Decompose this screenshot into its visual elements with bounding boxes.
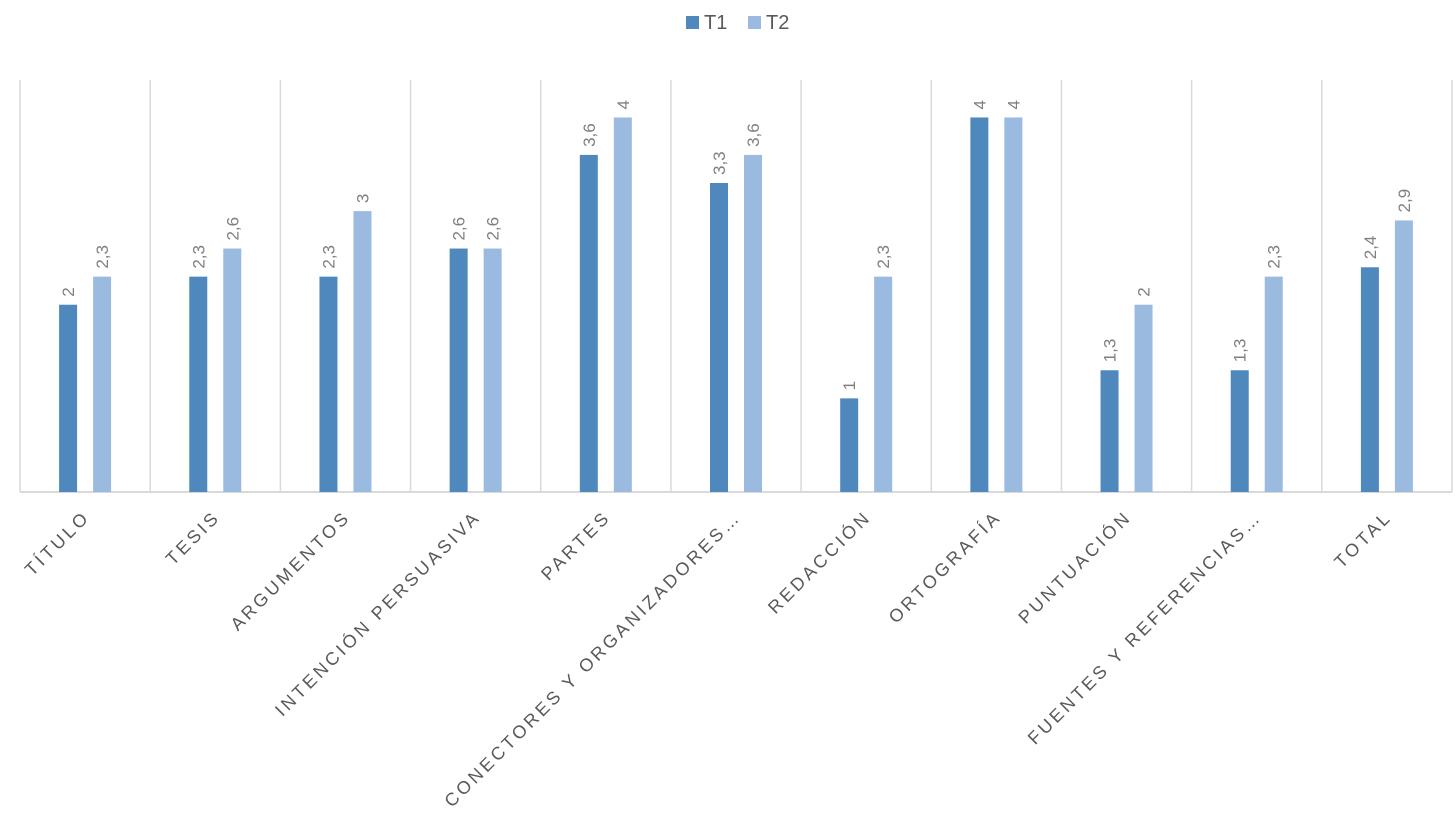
bar-t2-8 xyxy=(1134,304,1153,492)
bar-t2-7 xyxy=(1004,117,1023,493)
category-label-1: TESIS xyxy=(162,507,224,569)
category-label-9: FUENTES Y REFERENCIAS… xyxy=(1024,507,1266,749)
category-label-3: INTENCIÓN PERSUASIVA xyxy=(270,506,484,720)
data-label-t1-0: 2 xyxy=(59,287,78,296)
category-label-2: ARGUMENTOS xyxy=(227,507,355,635)
category-label-0: TÍTULO xyxy=(21,507,94,580)
bar-t1-9 xyxy=(1230,370,1249,492)
category-label-4: PARTES xyxy=(537,507,614,584)
data-label-t1-7: 4 xyxy=(970,100,989,109)
data-label-t1-6: 1 xyxy=(840,381,859,390)
category-label-8: PUNTUACIÓN xyxy=(1014,506,1136,628)
legend-label-t2: T2 xyxy=(766,12,789,34)
data-label-t2-5: 3,6 xyxy=(744,123,763,147)
bar-t1-6 xyxy=(840,398,859,492)
bar-t1-1 xyxy=(189,276,208,492)
data-label-t1-3: 2,6 xyxy=(450,217,469,241)
legend-swatch-t1 xyxy=(686,16,699,29)
data-label-t2-4: 4 xyxy=(614,100,633,109)
data-labels: 2 2,3 2,3 2,6 2,3 3 2,6 2,6 3,6 4 3,3 3,6 1 2,3 4 4 1,3 2… xyxy=(59,100,1414,390)
bar-t2-1 xyxy=(223,248,242,492)
data-label-t2-8: 2 xyxy=(1135,287,1154,296)
bar-t1-8 xyxy=(1100,370,1119,492)
bar-t1-7 xyxy=(970,117,989,493)
data-label-t1-10: 2,4 xyxy=(1361,236,1380,260)
bar-t1-3 xyxy=(449,248,468,492)
data-label-t2-0: 2,3 xyxy=(93,245,112,269)
data-label-t1-8: 1,3 xyxy=(1101,339,1120,363)
data-label-t1-2: 2,3 xyxy=(319,245,338,269)
bar-t2-9 xyxy=(1264,276,1283,492)
bar-t1-10 xyxy=(1360,267,1379,492)
data-label-t2-6: 2,3 xyxy=(874,245,893,269)
category-label-5: CONECTORES Y ORGANIZADORES… xyxy=(440,507,744,811)
gridlines xyxy=(19,80,1453,493)
legend: T1 T2 xyxy=(686,12,789,34)
data-label-t2-10: 2,9 xyxy=(1395,189,1414,213)
bar-t1-0 xyxy=(59,304,78,492)
bar-t1-5 xyxy=(710,183,728,492)
category-label-6: REDACCIÓN xyxy=(763,506,875,618)
bar-t2-6 xyxy=(874,276,893,492)
data-label-t2-3: 2,6 xyxy=(484,217,503,241)
category-label-7: ORTOGRAFÍA xyxy=(885,507,1005,627)
bar-t2-2 xyxy=(353,211,372,492)
legend-swatch-t2 xyxy=(748,16,761,29)
data-label-t1-5: 3,3 xyxy=(710,151,729,175)
bar-t2-4 xyxy=(613,117,632,493)
data-label-t2-2: 3 xyxy=(353,194,372,203)
bars xyxy=(59,117,1413,493)
data-label-t1-1: 2,3 xyxy=(189,245,208,269)
data-label-t1-9: 1,3 xyxy=(1231,339,1250,363)
data-label-t2-1: 2,6 xyxy=(223,217,242,241)
data-label-t2-7: 4 xyxy=(1004,100,1023,109)
data-label-t1-4: 3,6 xyxy=(580,123,599,147)
bar-t1-2 xyxy=(319,276,338,492)
data-label-t2-9: 2,3 xyxy=(1265,245,1284,269)
category-label-10: TOTAL xyxy=(1330,507,1395,572)
bar-t1-4 xyxy=(579,154,598,492)
bar-t2-10 xyxy=(1394,220,1413,493)
bar-t2-0 xyxy=(93,276,112,492)
legend-label-t1: T1 xyxy=(704,12,727,34)
bar-t2-3 xyxy=(483,248,502,492)
bar-t2-5 xyxy=(744,154,762,492)
